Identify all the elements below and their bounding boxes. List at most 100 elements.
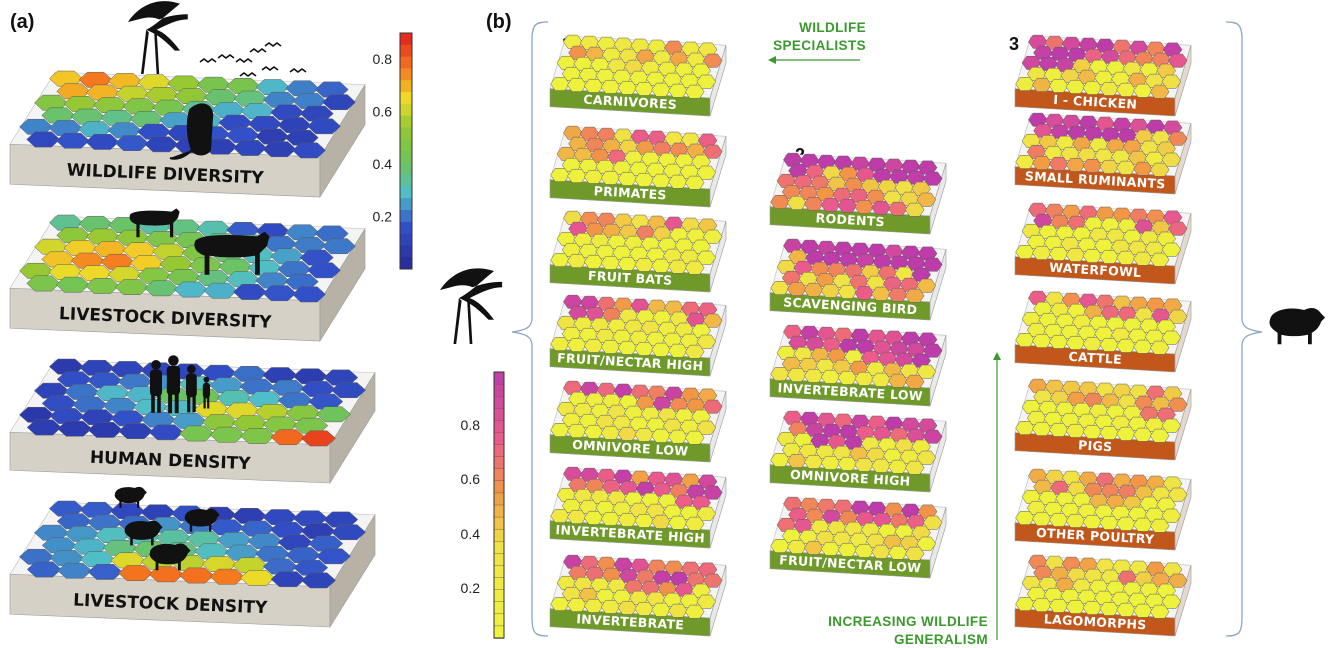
hex-cell — [550, 168, 570, 182]
tile-fruit-bats-label: FRUIT BATS — [588, 268, 673, 288]
colorbar-b-tick: 0.2 — [461, 580, 481, 596]
hex-cell — [1116, 516, 1136, 531]
tile-lagomorphs: LAGOMORPHS — [1014, 554, 1192, 637]
left-bracket — [511, 21, 549, 637]
hex-cell — [55, 132, 90, 149]
colorbar-b-swatch — [493, 395, 505, 409]
hex-cell — [904, 546, 925, 561]
wildlife-specialists-line1: WILDLIFE — [799, 20, 866, 35]
hex-cell — [26, 275, 61, 292]
hex-cell — [803, 368, 824, 383]
hex-cell — [787, 367, 807, 382]
hex-cell — [1065, 335, 1086, 350]
hex-cell — [634, 513, 655, 528]
hex-cell — [651, 82, 671, 97]
cow-icon — [194, 231, 270, 275]
hex-cell — [684, 430, 705, 445]
tile-pigs: PIGS — [1014, 378, 1192, 461]
colorbar-a-swatch — [400, 56, 412, 69]
hex-cell — [1116, 160, 1136, 175]
hex-cell — [1082, 80, 1103, 95]
tile-lagomorphs-hex-grid — [1015, 554, 1188, 619]
hex-cell — [1133, 427, 1153, 442]
hex-cell — [1133, 251, 1153, 266]
hex-cell — [820, 197, 841, 212]
colorbar-a-swatch — [400, 221, 412, 235]
hex-cell — [922, 429, 943, 444]
right-bracket — [1225, 21, 1263, 637]
colorbar-a-swatch — [400, 162, 412, 176]
hex-cell — [87, 564, 123, 580]
hex-cell — [1032, 77, 1052, 92]
hex-cell — [696, 594, 717, 609]
hex-cell — [617, 600, 638, 615]
hex-cell — [916, 536, 937, 551]
colorbar-b-swatch — [493, 444, 505, 458]
hex-cell — [820, 283, 841, 298]
hex-cell — [144, 280, 179, 297]
hex-cell — [1082, 600, 1103, 615]
hex-cell — [240, 570, 275, 586]
hex-cell — [854, 543, 875, 558]
hex-cell — [567, 337, 587, 352]
hex-cell — [1161, 418, 1182, 433]
hex-cell — [696, 74, 717, 89]
increasing-generalism-line1: INCREASING WILDLIFE — [828, 614, 988, 629]
hex-cell — [888, 545, 908, 560]
hex-cell — [1065, 79, 1086, 94]
hex-cell — [1116, 602, 1136, 617]
tile-small-ruminants: SMALL RUMINANTS — [1014, 112, 1192, 195]
hex-cell — [1032, 155, 1052, 170]
colorbar-b-swatch — [493, 577, 505, 591]
hex-cell — [316, 406, 351, 423]
panel-a: (a) WILDLIFE DIVERSITY LIVESTOCK DIVERSITY… — [9, 1, 413, 629]
hex-cell — [1065, 599, 1086, 614]
hex-cell — [1161, 508, 1182, 523]
tile-fruit-nectar-low-hex-grid — [770, 496, 943, 561]
hex-cell — [1116, 338, 1136, 353]
hex-cell — [770, 367, 790, 381]
hex-cell — [1082, 158, 1103, 173]
hex-cell — [854, 199, 875, 214]
hex-cell — [114, 135, 149, 151]
colorbar-a-swatch — [400, 257, 412, 270]
colorbar-b-swatch — [493, 589, 505, 603]
hex-cell — [820, 541, 841, 556]
tile-invertebrate-label: INVERTEBRATE — [576, 611, 685, 632]
tile-omnivore-high: OMNIVORE HIGH — [769, 410, 947, 493]
tile-cattle-label: CATTLE — [1068, 349, 1122, 367]
colorbar-b-swatch — [493, 601, 505, 615]
hex-cell — [322, 94, 356, 111]
hex-cell — [118, 423, 154, 439]
tile-omnivore-low-hex-grid — [550, 380, 723, 445]
hex-cell — [600, 339, 621, 354]
colorbar-a-swatch — [400, 115, 412, 128]
hex-cell — [1015, 333, 1035, 347]
colorbar-a-tick: 0.4 — [373, 156, 393, 172]
hex-cell — [1099, 81, 1120, 96]
hex-cell — [702, 229, 723, 244]
hex-cell — [567, 597, 587, 612]
hex-cell — [1099, 425, 1120, 440]
hex-cell — [854, 457, 875, 472]
hex-cell — [1116, 82, 1136, 97]
hex-cell — [837, 456, 858, 471]
tile-primates-hex-grid — [550, 125, 723, 190]
hex-cell — [684, 344, 705, 359]
colorbar-b-tick: 0.6 — [461, 471, 481, 487]
hex-cell — [1167, 397, 1188, 412]
hex-cell — [567, 423, 587, 438]
hex-cell — [803, 454, 824, 469]
layer-livestock-diversity: LIVESTOCK DIVERSITY — [9, 214, 366, 343]
hex-cell — [262, 285, 297, 302]
hex-cell — [301, 572, 336, 589]
hex-cell — [1149, 604, 1170, 619]
hex-cell — [634, 601, 655, 616]
hex-cell — [270, 429, 306, 446]
panel-a-label: (a) — [10, 11, 34, 33]
hex-cell — [854, 371, 875, 386]
hex-cell — [307, 262, 341, 279]
hex-cell — [600, 425, 621, 440]
tile-invertebrate-low-hex-grid — [770, 324, 943, 389]
